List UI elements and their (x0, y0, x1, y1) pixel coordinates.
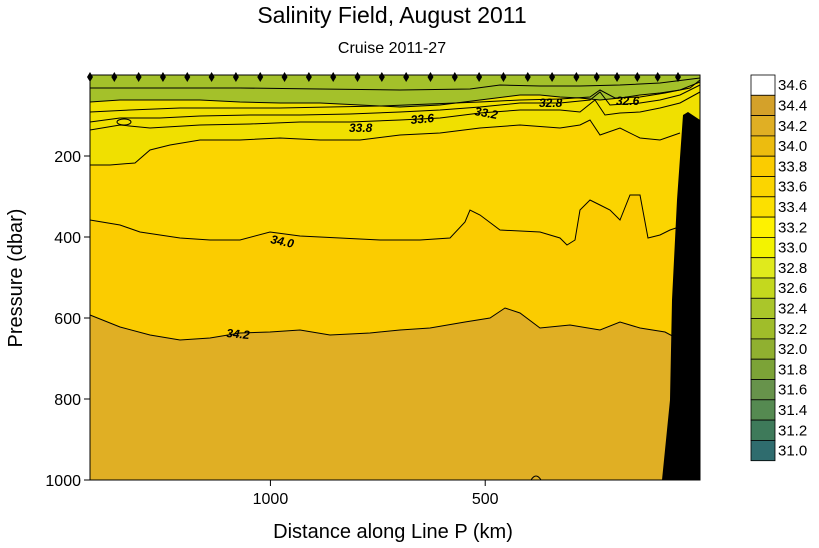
y-tick-label: 200 (54, 149, 81, 166)
y-tick-label: 400 (54, 230, 81, 247)
colorbar-swatch (750, 196, 776, 218)
contour-label-34-2: 34.2 (226, 326, 251, 342)
y-ticks: 200 400 600 800 1000 (45, 149, 90, 490)
contour-line-surface (90, 77, 701, 91)
colorbar-swatch (750, 94, 776, 117)
contour-eddy-deep (530, 475, 542, 481)
contour-line-33-8 (90, 119, 681, 166)
contour-label-33-8: 33.8 (349, 121, 373, 135)
colorbar-swatch (750, 257, 776, 279)
colorbar-label: 32.0 (778, 341, 807, 358)
colorbar-label: 32.2 (778, 321, 807, 338)
colorbar-swatch (750, 176, 776, 198)
colorbar-label: 34.0 (778, 138, 807, 155)
colorbar-label: 33.2 (778, 219, 807, 236)
colorbar-label: 31.2 (778, 422, 807, 439)
colorbar-swatch (750, 216, 776, 238)
contour-label-32-8: 32.8 (539, 96, 563, 110)
contour-line-32-6 (89, 81, 701, 108)
colorbar-swatch (750, 115, 776, 137)
contour-line-33-6 (89, 91, 701, 131)
chart-title: Salinity Field, August 2011 (257, 2, 526, 28)
colorbar-swatch (750, 338, 776, 360)
colorbar-label: 34.6 (778, 77, 807, 94)
y-tick-label: 800 (54, 392, 81, 409)
colorbar-label: 34.2 (778, 118, 807, 135)
chart-subtitle: Cruise 2011-27 (338, 40, 446, 57)
colorbar-swatch (750, 318, 776, 340)
y-tick-label: 600 (54, 311, 81, 328)
colorbar-label: 31.8 (778, 361, 807, 378)
colorbar-label: 31.6 (778, 382, 807, 399)
contour-line-32-8 (89, 79, 701, 113)
colorbar-swatch (750, 439, 776, 462)
colorbar-label: 32.6 (778, 280, 807, 297)
contour-line-34-2 (89, 307, 681, 341)
colorbar-label: 33.8 (778, 158, 807, 175)
x-axis: 1000 500 Distance along Line P (km) (90, 479, 700, 543)
colorbar-swatch (750, 277, 776, 299)
contour-label-34-0: 34.0 (269, 232, 295, 251)
x-tick-label: 1000 (253, 491, 289, 508)
colorbar-swatch (750, 379, 776, 401)
colorbar-swatch (750, 135, 776, 157)
contour-label-32-6: 32.6 (616, 94, 640, 108)
contour-line-33-2 (89, 84, 701, 123)
colorbar-swatch (750, 419, 776, 441)
x-axis-label: Distance along Line P (km) (273, 521, 513, 543)
colorbar-swatch (750, 74, 776, 96)
colorbar: 34.6 34.4 34.2 34.0 33.8 33.6 33.4 33.2 33.0 32.8… (750, 74, 807, 462)
colorbar-label: 31.4 (778, 402, 807, 419)
y-tick-label: 1000 (45, 473, 81, 490)
colorbar-swatch (750, 297, 776, 319)
plot-area: 32.8 32.6 33.2 33.6 33.8 34.0 34.2 (87, 72, 701, 481)
colorbar-swatch (750, 358, 776, 380)
surface-band-fill (90, 75, 700, 107)
contour-label-33-6: 33.6 (410, 111, 435, 127)
bathymetry (662, 112, 700, 480)
y-axis-label: Pressure (dbar) (5, 209, 27, 348)
x-tick-label: 500 (472, 491, 499, 508)
colorbar-label: 34.4 (778, 97, 807, 114)
contour-eddy (116, 118, 132, 126)
contour-label-33-2: 33.2 (473, 104, 499, 122)
colorbar-label: 31.0 (778, 443, 807, 460)
colorbar-swatch (750, 399, 776, 421)
colorbar-label: 32.8 (778, 260, 807, 277)
colorbar-label: 33.6 (778, 179, 807, 196)
colorbar-label: 33.4 (778, 199, 807, 216)
colorbar-swatch (750, 155, 776, 177)
colorbar-label: 33.0 (778, 240, 807, 257)
y-axis: 200 400 600 800 1000 Pressure (dbar) (5, 75, 91, 490)
x-ticks: 1000 500 (253, 480, 499, 508)
colorbar-swatch (750, 236, 776, 259)
colorbar-label: 32.4 (778, 300, 807, 317)
contour-line-34-0 (89, 194, 686, 246)
